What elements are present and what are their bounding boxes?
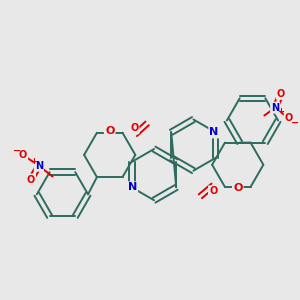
Text: N: N: [35, 161, 43, 171]
Text: N: N: [271, 103, 279, 113]
Text: −: −: [13, 146, 21, 156]
Text: +: +: [30, 157, 38, 166]
Text: +: +: [278, 107, 285, 116]
Text: O: O: [209, 186, 217, 197]
Text: N: N: [209, 127, 219, 137]
Text: N: N: [128, 182, 137, 192]
Text: O: O: [130, 123, 139, 133]
Text: O: O: [27, 175, 35, 184]
Text: O: O: [105, 126, 114, 136]
Text: O: O: [233, 183, 242, 194]
Text: O: O: [19, 150, 27, 160]
Text: O: O: [285, 113, 293, 124]
Text: O: O: [277, 89, 285, 99]
Text: −: −: [291, 117, 299, 128]
